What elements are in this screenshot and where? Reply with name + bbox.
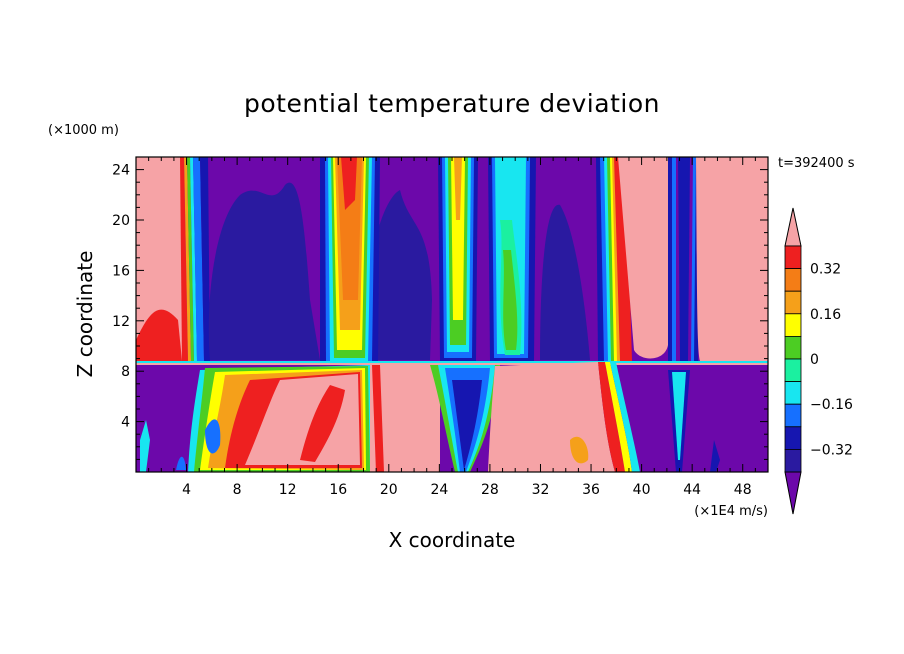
chart-title: potential temperature deviation [244, 89, 660, 118]
colorbar [784, 207, 802, 515]
plume-16-red-core [341, 157, 357, 210]
x-tick-label: 12 [279, 482, 297, 498]
y-tick-label: 4 [121, 415, 130, 431]
upper-left-orange-strip [184, 157, 191, 361]
column-25-yellow [451, 157, 465, 320]
y-tick-label: 8 [121, 364, 130, 380]
x-tick-label: 8 [233, 482, 242, 498]
colorbar-segment [784, 426, 802, 450]
colorbar-segment [784, 335, 802, 360]
y-tick-label: 24 [112, 163, 130, 179]
x-tick-label: 4 [182, 482, 191, 498]
upper-left-navy-strip [200, 157, 210, 361]
time-label: t=392400 s [778, 156, 855, 171]
upper-left-green-strip [187, 157, 194, 361]
colorbar-label: 0.16 [810, 307, 841, 323]
y-tick-labels: 4 8 12 16 20 24 [112, 163, 130, 431]
lower-plunge-cyan [672, 372, 686, 460]
colorbar-label: 0 [810, 352, 819, 368]
colorbar-label: −0.32 [810, 442, 853, 458]
upper-indigo-cloud-1 [208, 182, 320, 360]
x-axis-label: X coordinate [389, 528, 516, 552]
y-tick-label: 16 [112, 263, 130, 279]
column-29-green [503, 250, 518, 350]
colorbar-segment [784, 448, 802, 473]
colorbar-labels: 0.32 0.16 0 −0.16 −0.32 [810, 262, 853, 459]
lower-right-yellow-edge [605, 362, 632, 472]
upper-indigo-cloud-2 [364, 190, 432, 360]
colorbar-segment [784, 403, 802, 428]
lower-right-navy-fleck [710, 440, 720, 472]
gap-column-inner-navy [678, 157, 690, 361]
x-tick-label: 24 [430, 482, 448, 498]
inversion-line-warm [136, 363, 768, 365]
lower-left-sliver [140, 420, 150, 472]
y-unit-label: (×1000 m) [48, 123, 119, 138]
colorbar-segment [784, 313, 802, 337]
colorbar-max-triangle [784, 207, 802, 247]
y-axis-label: Z coordinate [73, 251, 97, 378]
colorbar-segment [784, 245, 802, 270]
x-unit-label: (×1E4 m/s) [694, 504, 768, 519]
lower-right-red-edge [598, 362, 625, 472]
lower-right-cyan-edge [610, 362, 640, 472]
colorbar-label: 0.32 [810, 262, 841, 278]
x-tick-label: 16 [329, 482, 347, 498]
x-tick-label: 44 [683, 482, 701, 498]
upper-left-blue-strip [193, 157, 204, 361]
y-tick-label: 20 [112, 213, 130, 229]
colorbar-segment [784, 290, 802, 315]
x-tick-labels: 4 8 12 16 20 24 28 32 36 40 44 48 [182, 482, 752, 498]
lower-wedge-navy [452, 380, 482, 470]
contour-field [136, 157, 768, 472]
lower-left-blue-fleck [176, 456, 186, 470]
upper-left-red-strip [180, 157, 188, 361]
colorbar-min-triangle [784, 471, 802, 515]
upper-far-right-pink [696, 157, 768, 361]
plume-16-deep-orange [337, 157, 362, 300]
x-tick-label: 20 [380, 482, 398, 498]
x-tick-label: 32 [532, 482, 550, 498]
y-tick-label: 12 [112, 314, 130, 330]
lower-red-streak [300, 385, 345, 462]
lower-right-pink [488, 362, 615, 472]
upper-indigo-cloud-3 [540, 204, 590, 360]
lower-blue-blob [205, 419, 221, 454]
lower-orange-blob [570, 436, 589, 464]
colorbar-segment [784, 358, 802, 383]
x-tick-label: 40 [633, 482, 651, 498]
upper-left-red-edge [136, 309, 182, 361]
x-tick-label: 36 [582, 482, 600, 498]
x-tick-label: 48 [734, 482, 752, 498]
lower-central-red-strip [372, 365, 384, 472]
colorbar-segment [784, 268, 802, 292]
upper-left-cyan-strip [190, 157, 197, 361]
colorbar-segment [784, 381, 802, 405]
x-tick-label: 28 [481, 482, 499, 498]
upper-right-pink-column [618, 157, 668, 359]
axis-ticks [136, 157, 768, 472]
colorbar-label: −0.16 [810, 397, 853, 413]
column-25-orange [454, 157, 462, 220]
